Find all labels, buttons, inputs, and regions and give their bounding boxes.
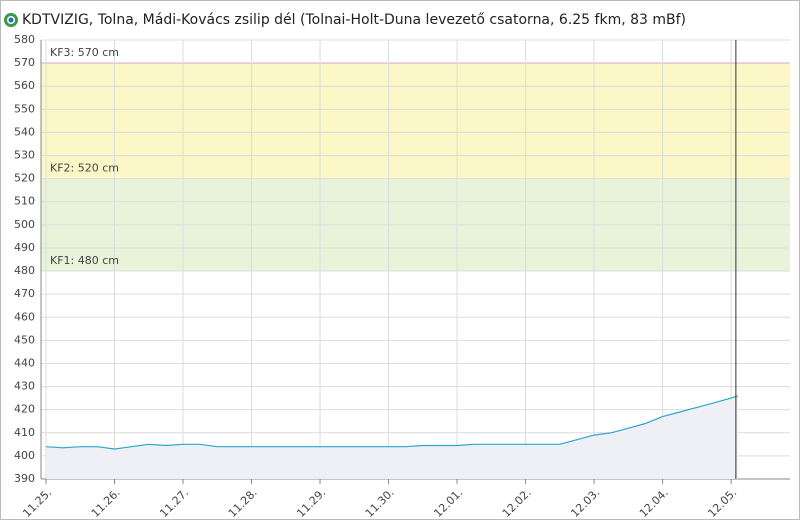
y-tick-label: 390 — [14, 472, 35, 485]
y-tick-label: 530 — [14, 149, 35, 162]
y-tick-label: 470 — [14, 287, 35, 300]
line — [45, 395, 739, 450]
y-tick-label: 560 — [14, 79, 35, 92]
y-tick-label: 400 — [14, 449, 35, 462]
threshold-label: KF2: 520 cm — [50, 162, 119, 175]
area — [46, 395, 738, 479]
y-tick-label: 460 — [14, 310, 35, 323]
threshold-label: KF3: 570 cm — [50, 46, 119, 59]
y-tick-label: 430 — [14, 380, 35, 393]
y-tick-label: 540 — [14, 125, 35, 138]
y-tick-label: 570 — [14, 56, 35, 69]
y-tick-label: 420 — [14, 403, 35, 416]
y-tick-label: 490 — [14, 241, 35, 254]
logo — [4, 13, 18, 27]
y-tick-label: 440 — [14, 356, 35, 369]
y-tick-label: 450 — [14, 333, 35, 346]
y-tick-label: 480 — [14, 264, 35, 277]
y-tick-label: 510 — [14, 195, 35, 208]
y-tick-label: 520 — [14, 172, 35, 185]
y-tick-label: 580 — [14, 33, 35, 46]
y-tick-label: 410 — [14, 426, 35, 439]
threshold-label: KF1: 480 cm — [50, 254, 119, 267]
threshold-band — [41, 63, 790, 179]
y-tick-label: 550 — [14, 102, 35, 115]
y-tick-label: 500 — [14, 218, 35, 231]
chart-title: KDTVIZIG, Tolna, Mádi-Kovács zsilip dél … — [22, 12, 686, 28]
